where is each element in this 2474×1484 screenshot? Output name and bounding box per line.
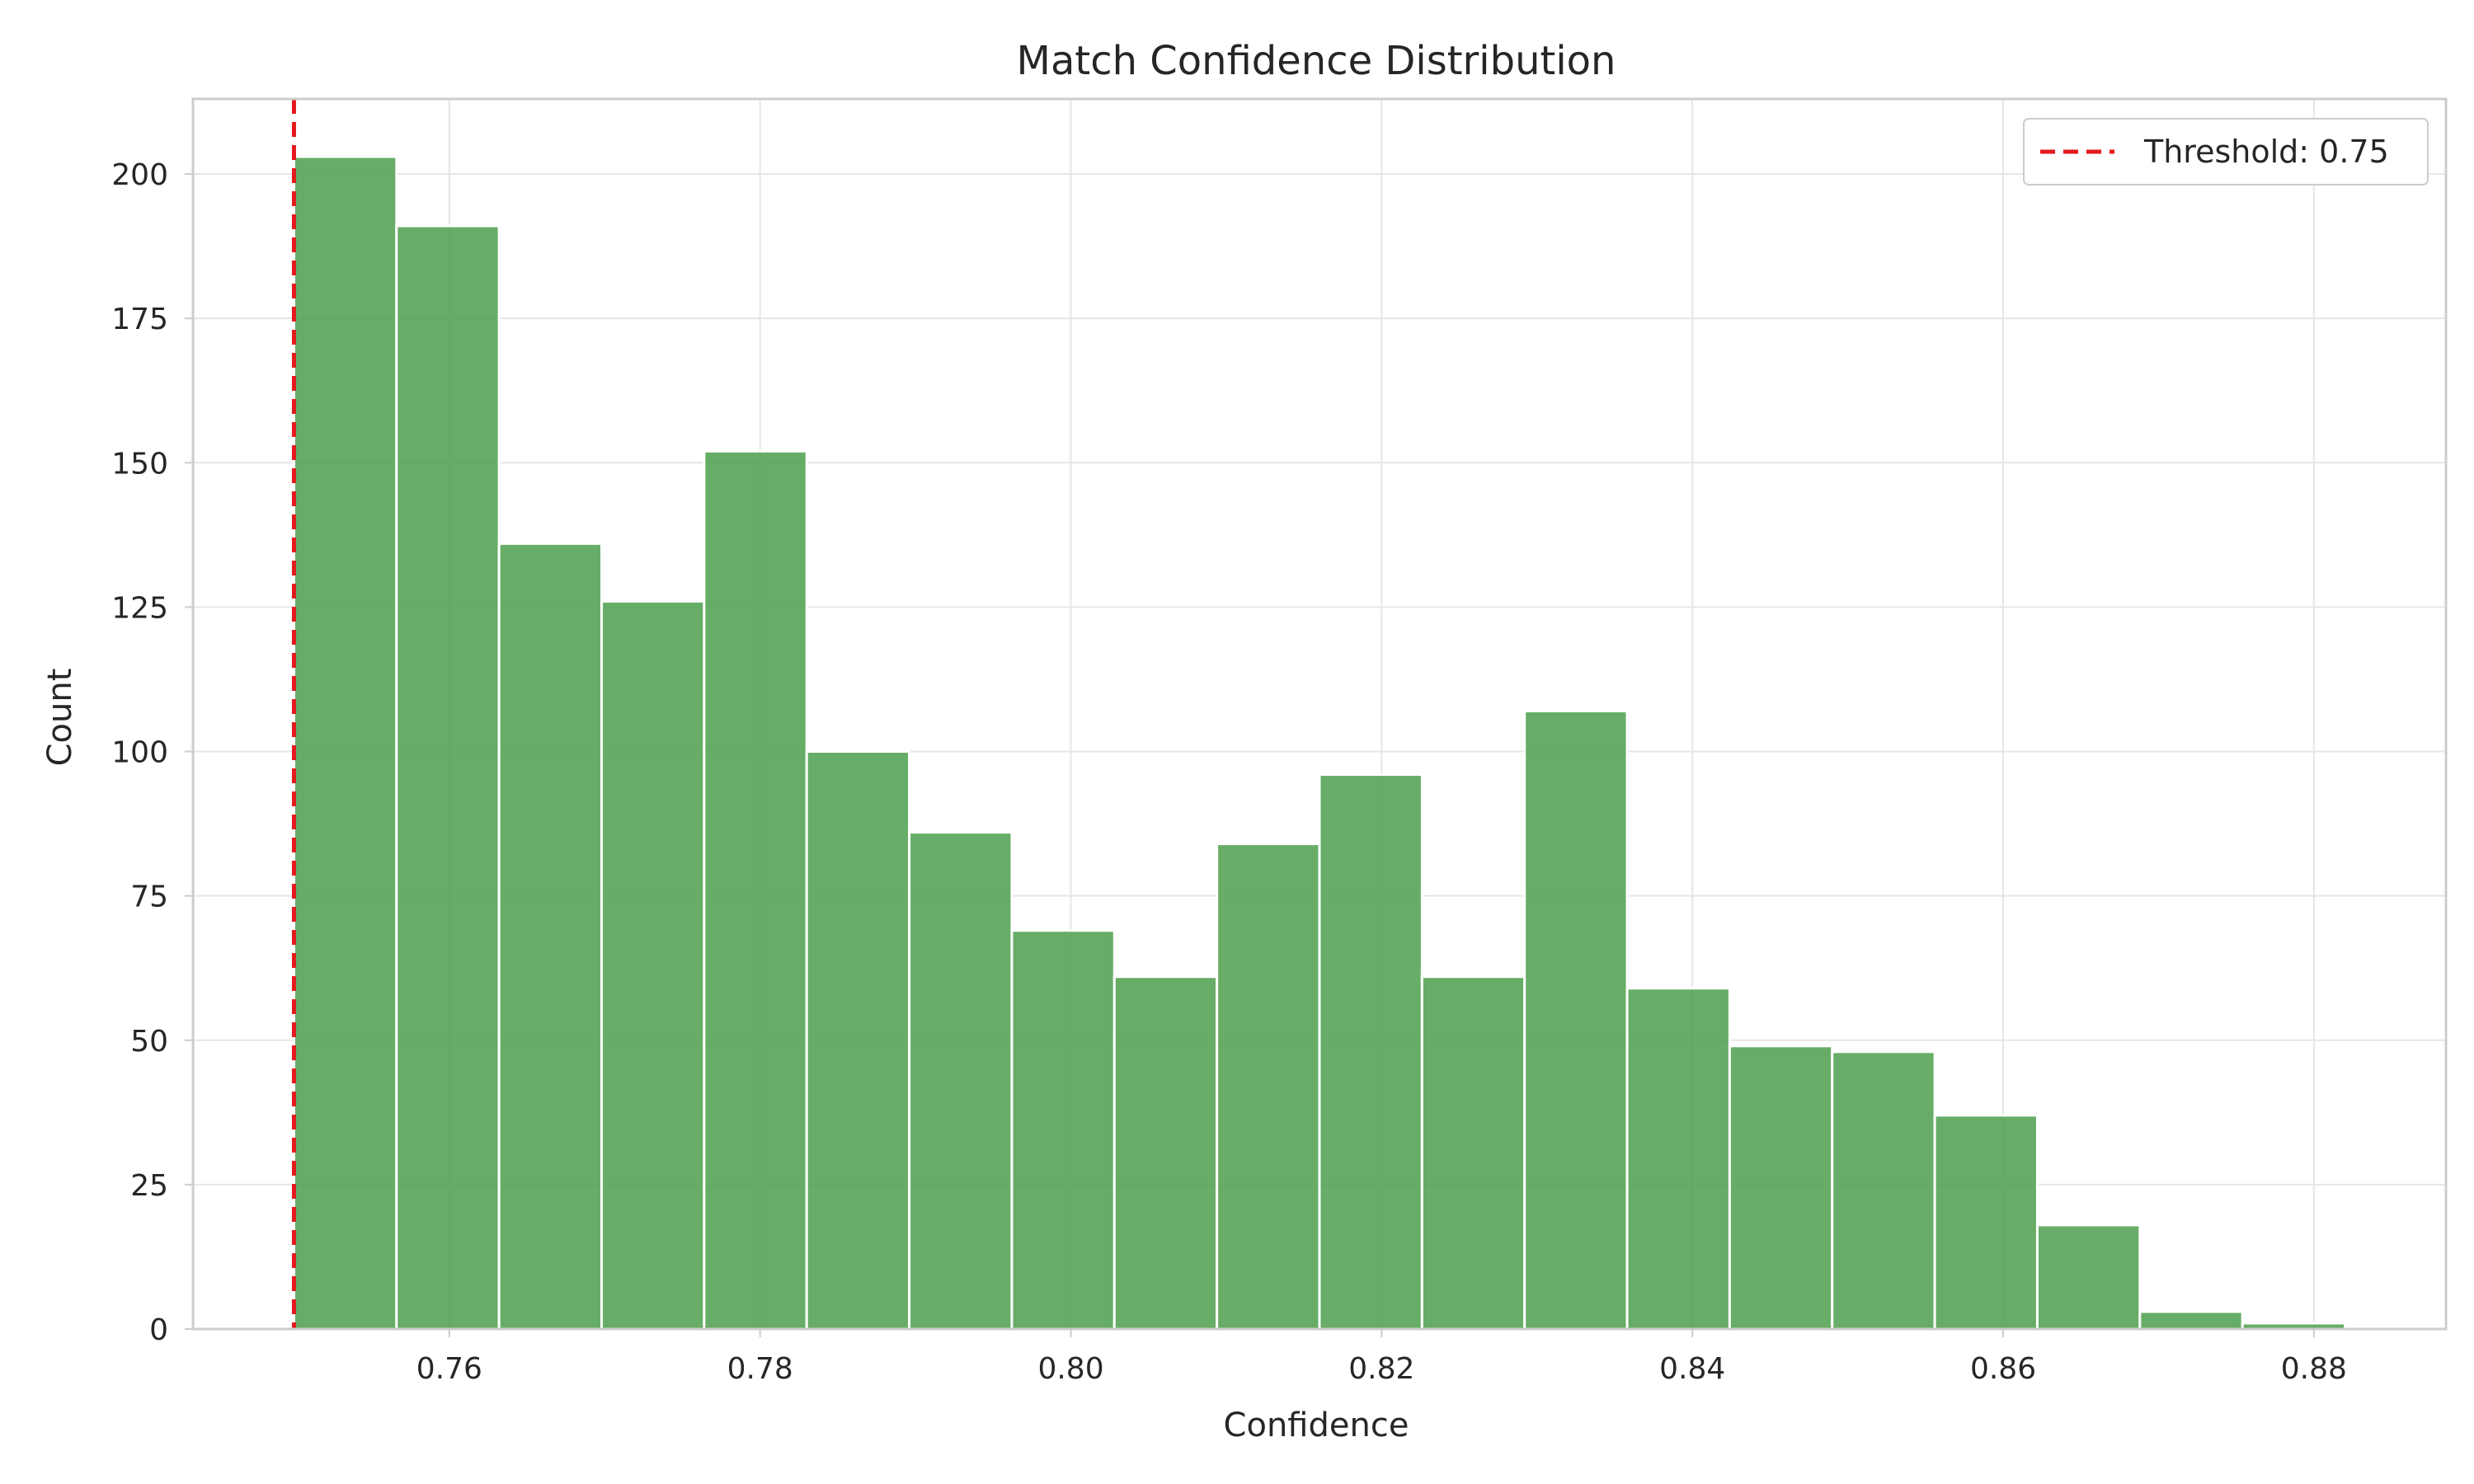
x-tick-label: 0.80 [1037, 1352, 1103, 1386]
y-tick-label: 175 [111, 303, 168, 336]
histogram-bar [1112, 975, 1219, 1331]
legend-box [2023, 118, 2429, 186]
plot-frame [191, 97, 2448, 1331]
y-tick-label: 75 [130, 881, 168, 914]
histogram-bar [1933, 1114, 2039, 1331]
histogram-bar [908, 831, 1014, 1331]
y-tick-label: 50 [130, 1025, 168, 1059]
histogram-bar [497, 542, 604, 1331]
y-axis-ticks: 0 25 50 75 100 125 150 175 200 [111, 158, 193, 1347]
histogram-bar [1010, 929, 1116, 1331]
y-tick-label: 25 [130, 1169, 168, 1203]
histogram-bar [292, 155, 398, 1331]
y-tick-label: 200 [111, 158, 168, 192]
x-tick-label: 0.82 [1348, 1352, 1414, 1386]
histogram-bar [1523, 709, 1629, 1331]
x-tick-label: 0.84 [1659, 1352, 1725, 1386]
x-axis-label: Confidence [1224, 1407, 1409, 1444]
y-tick-label: 100 [111, 736, 168, 770]
chart-title: Match Confidence Distribution [1017, 38, 1616, 84]
legend: Threshold: 0.75 [2023, 118, 2429, 186]
x-tick-label: 0.88 [2281, 1352, 2347, 1386]
histogram-bar [1318, 773, 1423, 1331]
histogram-bar [2138, 1310, 2244, 1331]
histogram-bar [1625, 987, 1731, 1331]
histogram-bar [1216, 843, 1321, 1331]
legend-threshold-label: Threshold: 0.75 [2143, 134, 2389, 170]
histogram-bar [600, 599, 706, 1331]
histogram-bar [805, 750, 911, 1331]
x-tick-label: 0.86 [1970, 1352, 2036, 1386]
y-tick-label: 0 [149, 1313, 168, 1347]
histogram-bars [292, 155, 2347, 1331]
x-tick-label: 0.78 [727, 1352, 793, 1386]
histogram-bar [1420, 975, 1526, 1331]
y-axis-label: Count [41, 669, 79, 767]
histogram-bar [703, 449, 808, 1331]
x-tick-label: 0.76 [416, 1352, 482, 1386]
y-tick-label: 150 [111, 447, 168, 481]
histogram-bar [2035, 1223, 2142, 1331]
y-tick-label: 125 [111, 591, 168, 625]
histogram-bar [1831, 1050, 1936, 1331]
x-axis-ticks: 0.76 0.78 0.80 0.82 0.84 0.86 0.88 [416, 1329, 2347, 1386]
histogram-bar [1728, 1045, 1834, 1331]
histogram-bar [395, 224, 501, 1331]
